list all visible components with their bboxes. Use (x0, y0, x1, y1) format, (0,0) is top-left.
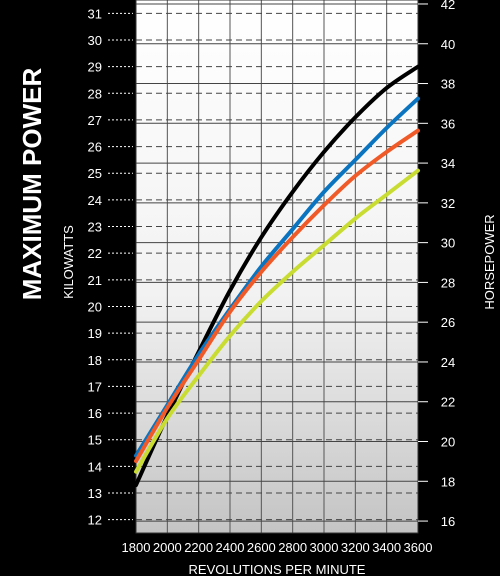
y-left-tick-label: 21 (88, 273, 102, 288)
y-right-tick-label: 28 (441, 275, 455, 290)
y-axis-right-label: HORSEPOWER (482, 214, 497, 309)
y-right-tick-label: 40 (441, 37, 455, 52)
y-right-tick-label: 36 (441, 116, 455, 131)
x-tick-label: 2000 (153, 540, 182, 555)
chart-title: MAXIMUM POWER (17, 68, 47, 301)
x-tick-label: 2800 (278, 540, 307, 555)
y-left-tick-label: 30 (88, 33, 102, 48)
series-line (134, 96, 420, 458)
right-y-axis: 16 18 20 22 24 26 28 30 32 34 36 38 40 42 (418, 0, 455, 529)
x-tick-label: 2200 (184, 540, 213, 555)
y-left-tick-label: 27 (88, 113, 102, 128)
series-line (134, 168, 420, 474)
left-y-axis: 12 13 14 15 16 17 18 19 20 21 22 23 24 25 26 27 28 29 30 31 (88, 6, 133, 528)
x-tick-label: 3000 (310, 540, 339, 555)
y-left-tick-label: 13 (88, 486, 102, 501)
y-right-tick-label: 32 (441, 196, 455, 211)
y-right-tick-label: 26 (441, 315, 455, 330)
x-tick-label: 3400 (372, 540, 401, 555)
x-tick-label: 2400 (216, 540, 245, 555)
x-axis-label: REVOLUTIONS PER MINUTE (189, 562, 366, 576)
y-left-tick-label: 20 (88, 299, 102, 314)
plot-background (136, 0, 418, 533)
y-right-tick-label: 18 (441, 474, 455, 489)
y-left-tick-label: 28 (88, 86, 102, 101)
y-right-tick-label: 34 (441, 156, 455, 171)
y-left-tick-label: 17 (88, 379, 102, 394)
y-left-tick-label: 29 (88, 60, 102, 75)
x-tick-label: 3600 (404, 540, 433, 555)
y-left-tick-label: 14 (88, 459, 102, 474)
y-left-tick-label: 19 (88, 326, 102, 341)
y-left-tick-label: 25 (88, 166, 102, 181)
y-left-tick-label: 24 (88, 193, 102, 208)
plot-border (135, 0, 419, 534)
y-right-tick-label: 30 (441, 236, 455, 251)
y-left-tick-label: 18 (88, 353, 102, 368)
x-tick-label: 3200 (341, 540, 370, 555)
y-left-tick-label: 26 (88, 140, 102, 155)
series-line (134, 128, 420, 464)
y-left-tick-label: 15 (88, 433, 102, 448)
y-left-tick-label: 12 (88, 513, 102, 528)
y-left-tick-label: 16 (88, 406, 102, 421)
grid (135, 0, 419, 534)
y-right-tick-label: 38 (441, 77, 455, 92)
y-right-tick-label: 22 (441, 395, 455, 410)
y-right-tick-label: 42 (441, 0, 455, 12)
y-right-tick-label: 16 (441, 514, 455, 529)
x-tick-label: 1800 (122, 540, 151, 555)
x-axis: 1800 2000 2200 2400 2600 2800 3000 3200 3400 3600 (122, 540, 433, 555)
y-left-tick-label: 31 (88, 6, 102, 21)
y-right-tick-label: 24 (441, 355, 455, 370)
y-left-tick-label: 22 (88, 246, 102, 261)
x-tick-label: 2600 (247, 540, 276, 555)
y-axis-left-label: KILOWATTS (61, 225, 76, 299)
y-right-tick-label: 20 (441, 435, 455, 450)
y-left-tick-label: 23 (88, 220, 102, 235)
series-lines (134, 64, 420, 488)
